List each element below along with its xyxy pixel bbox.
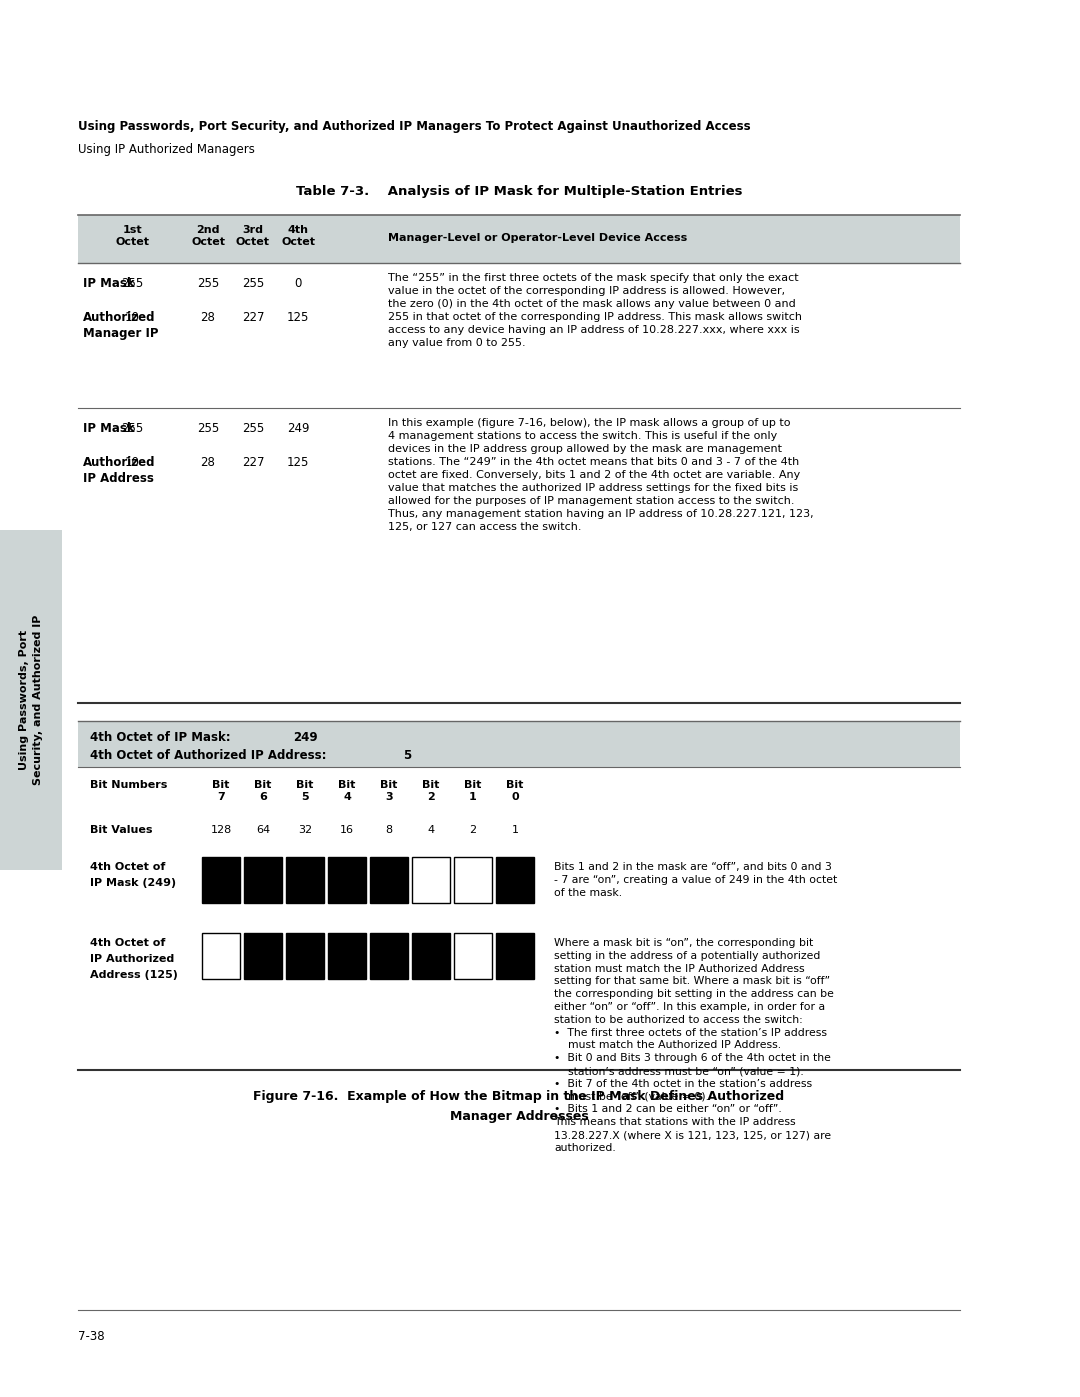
Text: Bit
5: Bit 5 [296,780,313,802]
Text: Authorized: Authorized [83,312,156,324]
Text: Bit Values: Bit Values [90,826,152,835]
Text: Bit
1: Bit 1 [464,780,482,802]
Text: 10: 10 [124,312,139,324]
Text: 255: 255 [121,277,144,291]
Bar [370,933,408,979]
Text: Using Passwords, Port
Security, and Authorized IP: Using Passwords, Port Security, and Auth… [19,615,42,785]
Text: Bit
3: Bit 3 [380,780,397,802]
Text: Bits 1 and 2 in the mask are “off”, and bits 0 and 3
- 7 are “on”, creating a va: Bits 1 and 2 in the mask are “off”, and … [554,862,837,898]
Text: Manager IP: Manager IP [83,327,159,339]
Bar [78,721,960,767]
Text: 255: 255 [197,422,219,434]
Text: IP Address: IP Address [83,472,153,485]
Text: 4th
Octet: 4th Octet [281,225,315,247]
Bar [454,933,492,979]
Bar [411,933,450,979]
Bar [370,856,408,902]
Bar [78,215,960,263]
Bar [411,856,450,902]
Text: 255: 255 [242,277,265,291]
Text: 4: 4 [428,826,434,835]
Text: Bit Numbers: Bit Numbers [90,780,167,789]
Text: Bit
2: Bit 2 [422,780,440,802]
Bar [496,933,534,979]
Text: IP Authorized: IP Authorized [90,954,174,964]
Text: 1st
Octet: 1st Octet [114,225,149,247]
Text: 8: 8 [386,826,392,835]
Bar [454,856,492,902]
Bar [496,856,534,902]
Text: 4th Octet of IP Mask:: 4th Octet of IP Mask: [90,731,231,745]
Text: 4th Octet of: 4th Octet of [90,862,165,872]
Bar [244,856,282,902]
Text: 227: 227 [242,312,265,324]
Text: Authorized: Authorized [83,455,156,469]
Bar [286,856,324,902]
Text: 10: 10 [124,455,139,469]
Text: 227: 227 [242,455,265,469]
Text: 28: 28 [201,312,215,324]
Text: 3rd
Octet: 3rd Octet [237,225,270,247]
Text: IP Mask: IP Mask [83,422,135,434]
Text: Bit
4: Bit 4 [338,780,355,802]
Bar [244,933,282,979]
Bar [328,856,366,902]
Bar [202,856,240,902]
Text: Using IP Authorized Managers: Using IP Authorized Managers [78,142,255,156]
Bar [0,529,62,870]
Bar [328,933,366,979]
Text: Table 7-3.    Analysis of IP Mask for Multiple-Station Entries: Table 7-3. Analysis of IP Mask for Multi… [296,184,742,198]
Text: 16: 16 [340,826,354,835]
Text: 2: 2 [470,826,476,835]
Text: Bit
6: Bit 6 [254,780,272,802]
Bar [202,933,240,979]
Text: Address (125): Address (125) [90,970,178,981]
Text: IP Mask (249): IP Mask (249) [90,877,176,888]
Text: Manager-Level or Operator-Level Device Access: Manager-Level or Operator-Level Device A… [388,233,687,243]
Text: 4th Octet of Authorized IP Address:: 4th Octet of Authorized IP Address: [90,749,326,761]
Text: Figure 7-16.  Example of How the Bitmap in the IP Mask Defines Authorized: Figure 7-16. Example of How the Bitmap i… [254,1090,784,1104]
Text: 125: 125 [287,312,309,324]
Text: 2nd
Octet: 2nd Octet [191,225,225,247]
Text: 7-38: 7-38 [78,1330,105,1343]
Text: Bit
7: Bit 7 [213,780,230,802]
Text: 28: 28 [201,455,215,469]
Text: 255: 255 [242,422,265,434]
Text: Using Passwords, Port Security, and Authorized IP Managers To Protect Against Un: Using Passwords, Port Security, and Auth… [78,120,751,133]
Text: IP Mask: IP Mask [83,277,135,291]
Text: 255: 255 [197,277,219,291]
Text: 4th Octet of: 4th Octet of [90,937,165,949]
Text: 1: 1 [512,826,518,835]
Text: 249: 249 [293,731,318,745]
Text: Manager Addresses: Manager Addresses [449,1111,589,1123]
Text: 5: 5 [403,749,411,761]
Text: 32: 32 [298,826,312,835]
Text: 255: 255 [121,422,144,434]
Text: 125: 125 [287,455,309,469]
Text: Bit
0: Bit 0 [507,780,524,802]
Text: 0: 0 [295,277,301,291]
Text: 128: 128 [211,826,231,835]
Text: In this example (figure 7-16, below), the IP mask allows a group of up to
4 mana: In this example (figure 7-16, below), th… [388,418,813,532]
Text: 249: 249 [287,422,309,434]
Bar [286,933,324,979]
Text: 64: 64 [256,826,270,835]
Text: The “255” in the first three octets of the mask specify that only the exact
valu: The “255” in the first three octets of t… [388,272,802,348]
Text: Where a mask bit is “on”, the corresponding bit
setting in the address of a pote: Where a mask bit is “on”, the correspond… [554,937,834,1153]
